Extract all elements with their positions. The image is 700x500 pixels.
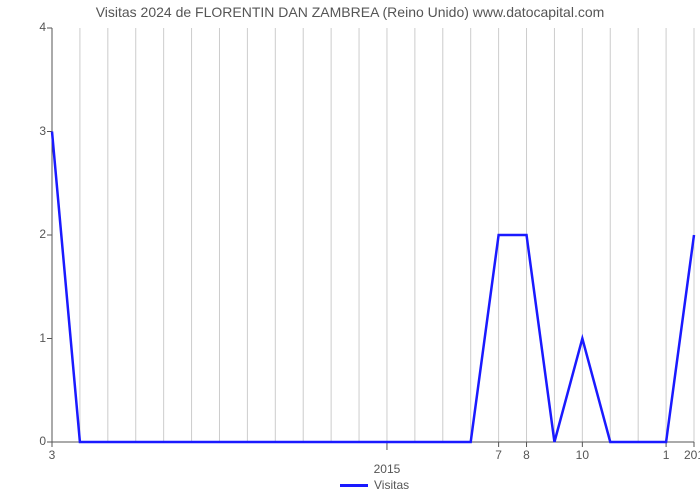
x-tick-label: 7 [495, 448, 502, 462]
y-tick-label: 2 [16, 227, 46, 241]
y-tick-label: 4 [16, 20, 46, 34]
legend: Visitas [340, 478, 409, 492]
legend-line-icon [340, 484, 368, 487]
visits-chart: Visitas 2024 de FLORENTIN DAN ZAMBREA (R… [0, 0, 700, 500]
y-tick-label: 3 [16, 124, 46, 138]
y-tick-label: 0 [16, 434, 46, 448]
plot-area [0, 0, 700, 500]
y-tick-label: 1 [16, 331, 46, 345]
x-tick-label: 1 [663, 448, 670, 462]
x-tick-label: 10 [576, 448, 589, 462]
x-tick-label: 3 [49, 448, 56, 462]
x-tick-label: 8 [523, 448, 530, 462]
legend-label: Visitas [374, 478, 409, 492]
x-major-tick-label: 2015 [374, 462, 401, 476]
x-tick-label: 201 [684, 448, 700, 462]
